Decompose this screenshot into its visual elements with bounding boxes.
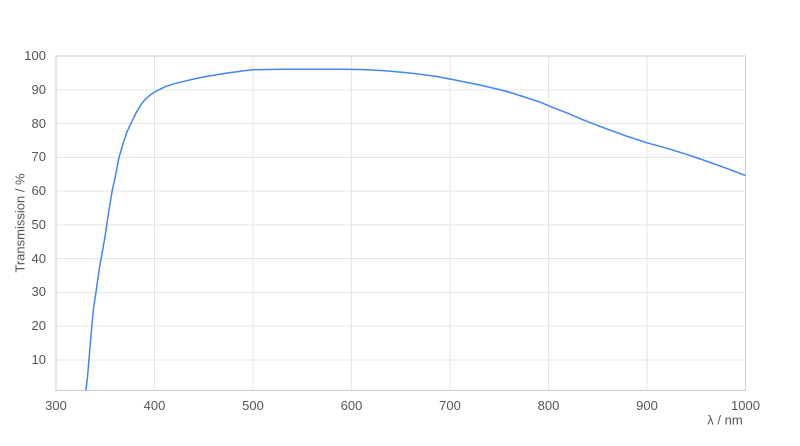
x-tick-label: 400 — [143, 398, 166, 413]
y-tick-label: 60 — [31, 183, 46, 199]
x-tick-label: 500 — [242, 398, 264, 413]
x-tick-label: 600 — [340, 398, 363, 413]
x-tick-label: 800 — [537, 398, 560, 413]
x-tick-label: 1000 — [731, 398, 760, 413]
y-tick-label: 40 — [31, 250, 46, 266]
y-tick-label: 30 — [31, 284, 46, 300]
plot-border — [55, 55, 746, 391]
y-tick-label: 20 — [31, 318, 46, 334]
y-tick-label: 10 — [31, 352, 46, 367]
y-tick-label: 50 — [31, 216, 46, 232]
x-tick-label: 900 — [636, 398, 658, 413]
y-tick-label: 80 — [31, 115, 46, 131]
x-tick-label: 700 — [439, 398, 461, 413]
y-tick-label: 100 — [24, 48, 46, 63]
x-axis-title: λ / nm — [707, 412, 743, 428]
y-tick-label: 90 — [31, 81, 46, 97]
transmission-series-line — [85, 68, 746, 391]
y-tick-label: 70 — [31, 149, 46, 165]
x-tick-label: 300 — [45, 398, 67, 413]
